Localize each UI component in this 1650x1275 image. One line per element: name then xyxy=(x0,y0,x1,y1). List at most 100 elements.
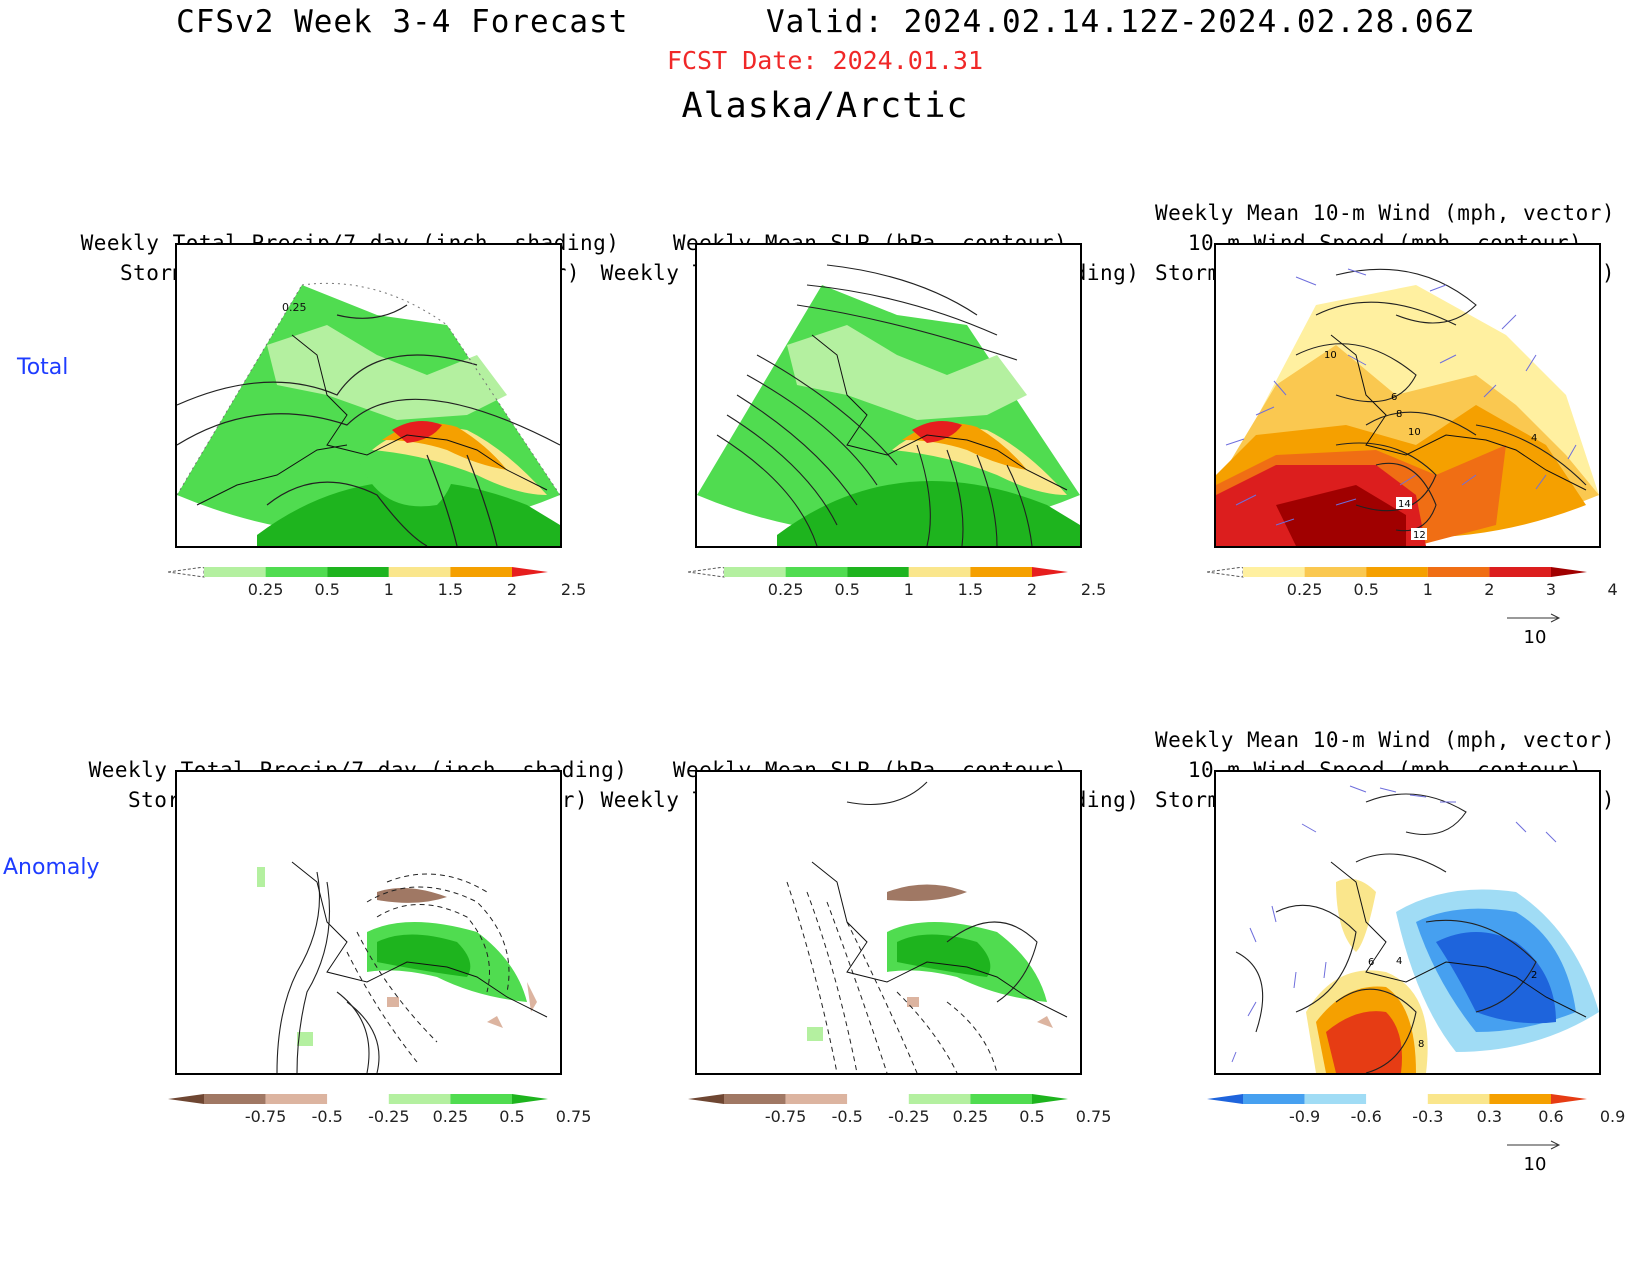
colorbar-tick-label: -0.75 xyxy=(764,1107,807,1126)
colorbar-tick-label: 1.5 xyxy=(957,580,984,599)
colorbar-segment xyxy=(512,1094,548,1104)
colorbar-tick-label: 1 xyxy=(1422,580,1433,599)
wind-label: 4 xyxy=(1396,956,1402,967)
colorbar-anom-precip: -0.75 -0.5 -0.25 0.25 0.5 0.75 xyxy=(168,1094,591,1134)
colorbar-svg xyxy=(688,1094,1068,1104)
colorbar-segment xyxy=(265,1094,328,1104)
colorbar-tick-label: 0.6 xyxy=(1538,1107,1564,1126)
wind-label: 6 xyxy=(1391,392,1397,403)
colorbar-tick-label: 0.75 xyxy=(1075,1107,1112,1126)
colorbar-tick-label: 2 xyxy=(1026,580,1038,599)
colorbar-segment xyxy=(1207,1094,1243,1104)
colorbar-segment xyxy=(1366,567,1428,577)
wind-label: 6 xyxy=(1368,957,1374,968)
colorbar-segment xyxy=(204,567,266,577)
colorbar-tick-label: 4 xyxy=(1607,580,1618,599)
colorbar-segment xyxy=(450,1094,512,1104)
colorbar-segment xyxy=(908,567,971,577)
colorbar-segment xyxy=(724,1094,786,1104)
row-label-total: Total xyxy=(17,355,69,380)
colorbar-total-precip: 0.25 0.5 1 1.5 2 2.5 xyxy=(168,567,586,607)
colorbar-segment xyxy=(1427,1094,1490,1104)
wind-label: 8 xyxy=(1418,1039,1424,1050)
colorbar-tick-label: -0.5 xyxy=(831,1107,863,1126)
colorbar-segment xyxy=(1427,567,1490,577)
colorbar-segment xyxy=(1551,1094,1587,1104)
colorbar-tick-label: 2.5 xyxy=(560,580,587,599)
colorbar-segment xyxy=(512,567,548,577)
colorbar-tick-label: -0.25 xyxy=(368,1107,410,1126)
colorbar-segment xyxy=(388,1094,451,1104)
colorbar-segment xyxy=(265,567,328,577)
colorbar-tick-label: 0.75 xyxy=(555,1107,592,1126)
colorbar-segment xyxy=(168,1094,204,1104)
colorbar-tick-label: 1 xyxy=(903,580,914,599)
wind-label: 12 xyxy=(1413,530,1426,541)
colorbar-tick-label: 1 xyxy=(383,580,394,599)
row-label-anomaly: Anomaly xyxy=(3,855,100,880)
map-anom-precip-storm xyxy=(175,770,562,1075)
colorbar-segment xyxy=(970,567,1032,577)
colorbar-segment xyxy=(1032,567,1068,577)
colorbar-segment xyxy=(1304,567,1367,577)
colorbar-segment xyxy=(1243,567,1305,577)
wind-label: 8 xyxy=(1396,409,1402,420)
colorbar-segment xyxy=(1032,1094,1068,1104)
colorbar-tick-label: 3 xyxy=(1545,580,1557,599)
colorbar-tick-label: -0.5 xyxy=(311,1107,343,1126)
colorbar-segment xyxy=(1489,567,1551,577)
colorbar-tick-label: -0.3 xyxy=(1412,1107,1444,1126)
colorbar-svg xyxy=(168,1094,548,1104)
colorbar-segment xyxy=(970,1094,1032,1104)
colorbar-segment xyxy=(168,567,205,578)
colorbar-tick-label: 0.9 xyxy=(1599,1107,1626,1126)
colorbar-segment xyxy=(388,567,451,577)
colorbar-segment xyxy=(688,1094,724,1104)
colorbar-segment xyxy=(327,1094,389,1104)
wind-label: 14 xyxy=(1398,499,1411,510)
map-anom-slp-precip xyxy=(695,770,1082,1075)
colorbar-tick-label: 0.25 xyxy=(1286,580,1323,599)
colorbar-tick-label: 0.25 xyxy=(247,580,284,599)
map-anom-wind-storm: 2 6 4 8 xyxy=(1214,770,1601,1075)
colorbar-tick-label: 0.5 xyxy=(1019,1107,1045,1126)
wind-label: 2 xyxy=(1531,970,1537,981)
colorbar-segment xyxy=(1489,1094,1551,1104)
colorbar-tick-label: -0.75 xyxy=(244,1107,287,1126)
colorbar-anom-precip-2: -0.75 -0.5 -0.25 0.25 0.5 0.75 xyxy=(688,1094,1111,1134)
colorbar-segment xyxy=(785,1094,848,1104)
colorbar-segment xyxy=(204,1094,266,1104)
colorbar-tick-label: 0.5 xyxy=(314,580,340,599)
colorbar-tick-label: 0.5 xyxy=(499,1107,525,1126)
vector-reference-total: 10 xyxy=(1505,610,1565,650)
map-total-wind-storm: 10 6 8 10 14 12 4 xyxy=(1214,243,1601,548)
wind-label: 10 xyxy=(1324,350,1337,361)
colorbar-tick-label: 0.5 xyxy=(1353,580,1379,599)
colorbar-segment xyxy=(724,567,786,577)
colorbar-tick-label: 0.3 xyxy=(1476,1107,1503,1126)
wind-label: 10 xyxy=(1408,427,1421,438)
colorbar-segment xyxy=(1243,1094,1305,1104)
colorbar-tick-label: 2 xyxy=(1484,580,1495,599)
map-total-precip-storm: 0.25 xyxy=(175,243,562,548)
colorbar-tick-label: 0.5 xyxy=(834,580,860,599)
colorbar-tick-label: -0.6 xyxy=(1350,1107,1382,1126)
colorbar-segment xyxy=(327,567,389,577)
colorbar-segment xyxy=(1551,567,1587,577)
colorbar-svg xyxy=(688,567,1068,578)
colorbar-tick-label: 1.5 xyxy=(437,580,464,599)
contour-label: 0.25 xyxy=(282,301,307,314)
colorbar-segment xyxy=(847,1094,909,1104)
wind-label: 4 xyxy=(1531,433,1537,444)
colorbar-segment xyxy=(908,1094,971,1104)
colorbar-segment xyxy=(450,567,512,577)
colorbar-svg xyxy=(1207,1094,1587,1104)
colorbar-tick-label: 0.25 xyxy=(432,1107,469,1126)
colorbar-svg xyxy=(168,567,548,578)
colorbar-tick-label: 2.5 xyxy=(1080,580,1107,599)
colorbar-total-precip-2: 0.25 0.5 1 1.5 2 2.5 xyxy=(688,567,1106,607)
colorbar-segment xyxy=(1207,567,1244,578)
colorbar-tick-label: 0.25 xyxy=(767,580,804,599)
colorbar-segment xyxy=(785,567,848,577)
colorbar-segment xyxy=(688,567,725,578)
